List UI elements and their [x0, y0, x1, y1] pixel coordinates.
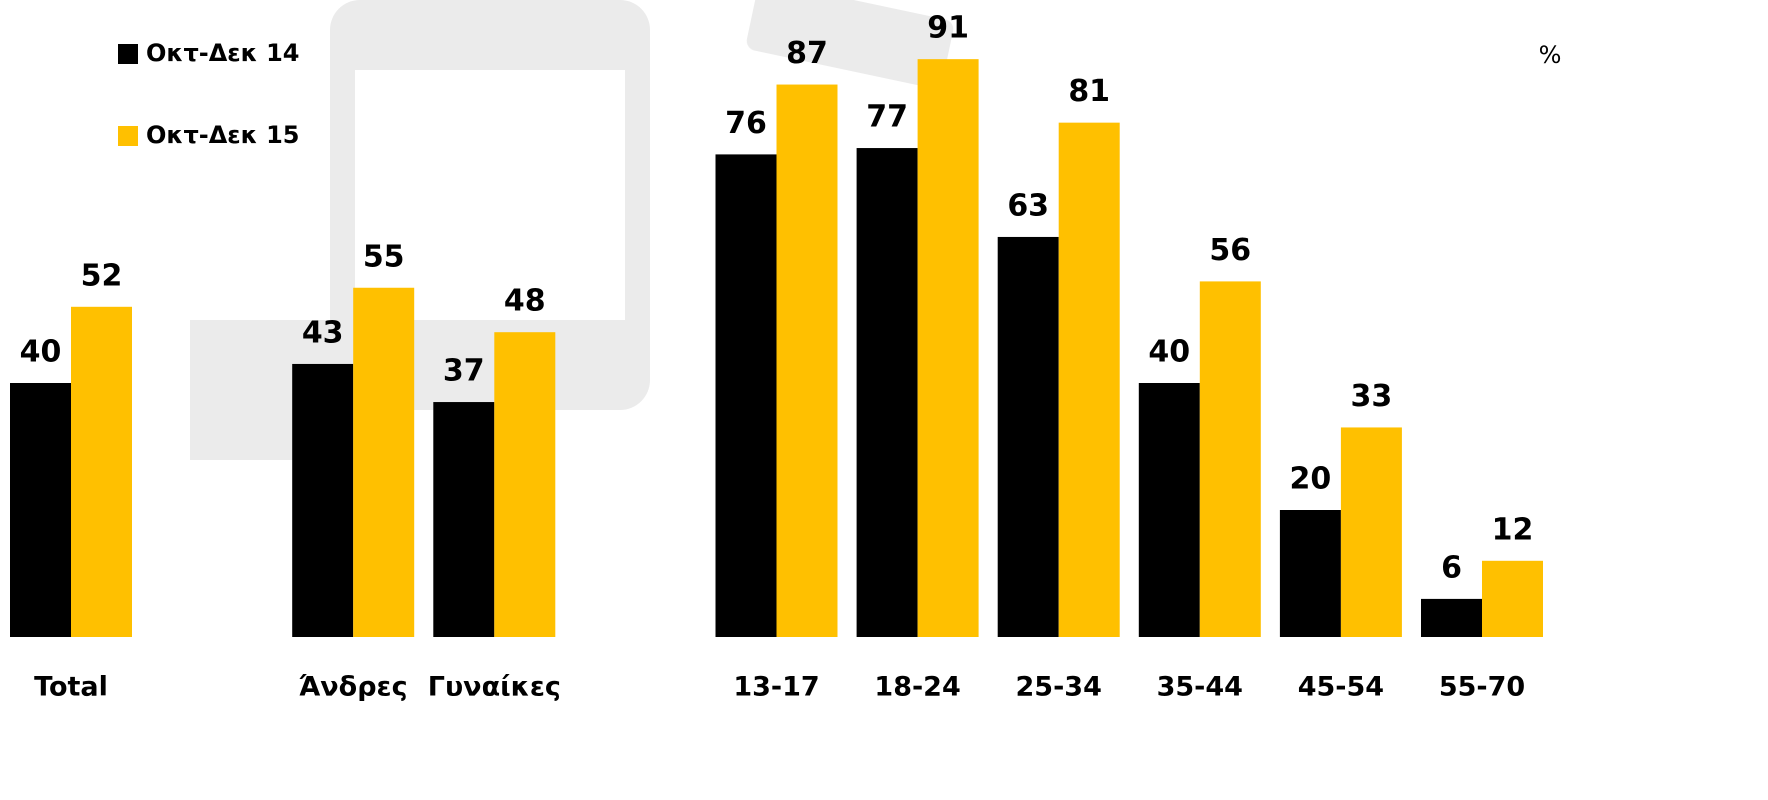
bar [715, 154, 777, 637]
legend-swatch [118, 44, 138, 64]
value-label: 81 [1068, 74, 1110, 109]
legend-swatch [118, 126, 138, 146]
bar [776, 84, 838, 638]
value-label: 33 [1351, 379, 1393, 414]
bar [1138, 383, 1200, 637]
x-tick-label: Άνδρες [299, 672, 408, 703]
value-label: 6 [1441, 550, 1462, 585]
value-label: 48 [504, 284, 546, 319]
x-tick-label: 18-24 [874, 672, 960, 703]
bar [917, 59, 979, 637]
value-label: 43 [302, 315, 344, 350]
x-tick-label: Total [34, 672, 108, 703]
value-label: 91 [927, 11, 969, 46]
x-tick-label: 35-44 [1157, 672, 1243, 703]
bar [71, 306, 132, 637]
x-tick-label: 25-34 [1016, 672, 1102, 703]
x-tick-label: Γυναίκες [428, 672, 561, 703]
bar [1340, 427, 1402, 637]
bar [1279, 510, 1341, 637]
x-tick-label: 55-70 [1439, 672, 1525, 703]
value-label: 40 [1148, 335, 1190, 370]
value-label: 77 [866, 100, 908, 135]
bar [433, 402, 495, 637]
x-tick-label: 45-54 [1298, 672, 1384, 703]
value-label: 52 [81, 258, 123, 293]
value-label: 37 [443, 354, 485, 389]
bar [997, 236, 1059, 637]
value-label: 40 [20, 335, 62, 370]
bar [353, 287, 415, 637]
legend-label: Οκτ-Δεκ 14 [146, 39, 299, 67]
value-label: 20 [1290, 462, 1332, 497]
bar [1058, 122, 1120, 637]
bar [10, 383, 71, 637]
value-label: 76 [725, 106, 767, 141]
unit-label: % [1539, 41, 1562, 69]
bar [856, 148, 918, 638]
value-label: 87 [786, 36, 828, 71]
value-label: 12 [1492, 512, 1534, 547]
value-label: 55 [363, 239, 405, 274]
x-tick-label: 13-17 [733, 672, 819, 703]
bar [1199, 281, 1261, 637]
value-label: 63 [1007, 188, 1049, 223]
bar [1421, 598, 1482, 637]
legend-label: Οκτ-Δεκ 15 [146, 121, 299, 149]
bar [1482, 560, 1543, 637]
value-label: 56 [1209, 233, 1251, 268]
bar [292, 363, 354, 637]
bar [494, 332, 556, 637]
